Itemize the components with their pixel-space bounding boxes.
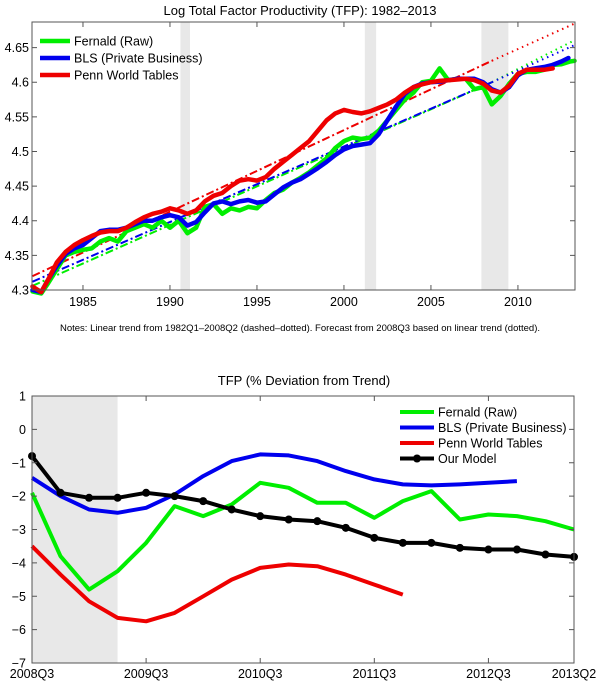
- top-chart-title: Log Total Factor Productivity (TFP): 198…: [164, 3, 437, 18]
- series-line: [30, 480, 575, 592]
- x-axis: 2008Q3 2009Q3 2010Q3 2011Q3 2012Q3 2013Q2: [10, 396, 597, 681]
- plot-frame: [31, 21, 576, 291]
- data-point: [142, 488, 151, 497]
- recession-band: [32, 396, 118, 663]
- y-tick-label: −5: [12, 590, 26, 604]
- x-axis: 1985 1990 1995 2000 2005 2010: [69, 22, 532, 309]
- y-tick-label: 1: [19, 390, 26, 404]
- y-tick-label: −4: [12, 556, 26, 570]
- recession-band: [481, 22, 509, 290]
- legend-marker: [413, 454, 421, 463]
- series-line: [30, 66, 555, 295]
- y-tick-label: 0: [19, 423, 26, 437]
- y-tick-label: −1: [12, 456, 26, 470]
- y-tick-label: 4.5: [12, 145, 29, 159]
- data-point: [56, 488, 65, 497]
- x-tick-label: 2000: [330, 295, 358, 309]
- x-tick-label: 2009Q3: [124, 667, 169, 681]
- x-tick-label: 2008Q3: [10, 667, 55, 681]
- legend: Fernald (Raw)BLS (Private Business) Penn …: [400, 406, 567, 466]
- data-point: [455, 543, 464, 552]
- trend-line: [32, 81, 493, 283]
- series-lines: [30, 55, 577, 296]
- data-point: [341, 523, 350, 532]
- y-tick-label: 4.6: [12, 76, 29, 90]
- series-line: [30, 452, 518, 515]
- x-tick-label: 2005: [417, 295, 445, 309]
- data-point: [284, 515, 293, 524]
- x-tick-label: 2010Q3: [238, 667, 283, 681]
- x-tick-label: 1995: [243, 295, 271, 309]
- y-tick-label: −6: [12, 623, 26, 637]
- y-tick-label: 4.65: [5, 41, 29, 55]
- chart-note: Notes: Linear trend from 1982Q1–2008Q2 (…: [60, 323, 540, 334]
- data-point: [512, 545, 521, 554]
- data-point: [227, 505, 236, 514]
- data-point: [113, 493, 122, 502]
- x-tick-label: 2012Q3: [466, 667, 511, 681]
- data-point: [398, 538, 407, 547]
- data-point: [256, 512, 265, 521]
- data-point: [427, 538, 436, 547]
- y-tick-label: −7: [12, 657, 26, 671]
- trend-line: [32, 59, 493, 278]
- y-tick-label: 4.4: [12, 214, 29, 228]
- legend-label: BLS (Private Business): [74, 52, 203, 66]
- legend-label: Fernald (Raw): [438, 406, 517, 420]
- y-tick-label: 4.35: [5, 249, 29, 263]
- x-tick-label: 1985: [69, 295, 97, 309]
- bottom-chart: TFP (% Deviation from Trend) 2008Q3 2009Q…: [10, 373, 597, 681]
- y-tick-label: 4.3: [12, 284, 29, 298]
- data-point: [85, 493, 94, 502]
- x-tick-label: 2013Q2: [552, 667, 597, 681]
- data-point: [199, 497, 208, 506]
- forecast-line: [491, 39, 576, 84]
- series-line: [30, 454, 575, 559]
- data-point: [541, 550, 550, 559]
- data-point: [313, 517, 322, 526]
- bottom-chart-title: TFP (% Deviation from Trend): [218, 373, 390, 388]
- series-lines: [28, 452, 578, 624]
- y-tick-label: 4.55: [5, 110, 29, 124]
- legend-label: Penn World Tables: [74, 69, 178, 83]
- data-point: [484, 545, 493, 554]
- legend-label: Our Model: [438, 452, 496, 466]
- y-axis: 4.3 4.35 4.4 4.45 4.5 4.55 4.6 4.65: [5, 41, 575, 298]
- legend-label: Penn World Tables: [438, 437, 542, 451]
- top-chart: Log Total Factor Productivity (TFP): 198…: [5, 3, 577, 334]
- legend-label: BLS (Private Business): [438, 421, 567, 435]
- x-tick-label: 2010: [504, 295, 532, 309]
- series-line: [30, 544, 404, 624]
- y-axis: −7 −6 −5 −4 −3 −2 −1 0 1: [12, 390, 574, 671]
- x-tick-label: 2011Q3: [353, 667, 397, 681]
- recession-band: [180, 22, 190, 290]
- legend-label: Fernald (Raw): [74, 35, 153, 49]
- trend-line: [32, 81, 493, 287]
- recession-band: [364, 22, 377, 290]
- x-tick-label: 1990: [156, 295, 184, 309]
- data-point: [370, 533, 379, 542]
- y-tick-label: 4.45: [5, 180, 29, 194]
- recession-shading: [180, 22, 509, 290]
- legend: Fernald (Raw) BLS (Private Business) Penn …: [40, 35, 203, 83]
- y-tick-label: −3: [12, 523, 26, 537]
- data-point: [170, 492, 179, 501]
- recession-shading: [32, 396, 118, 663]
- y-tick-label: −2: [12, 490, 26, 504]
